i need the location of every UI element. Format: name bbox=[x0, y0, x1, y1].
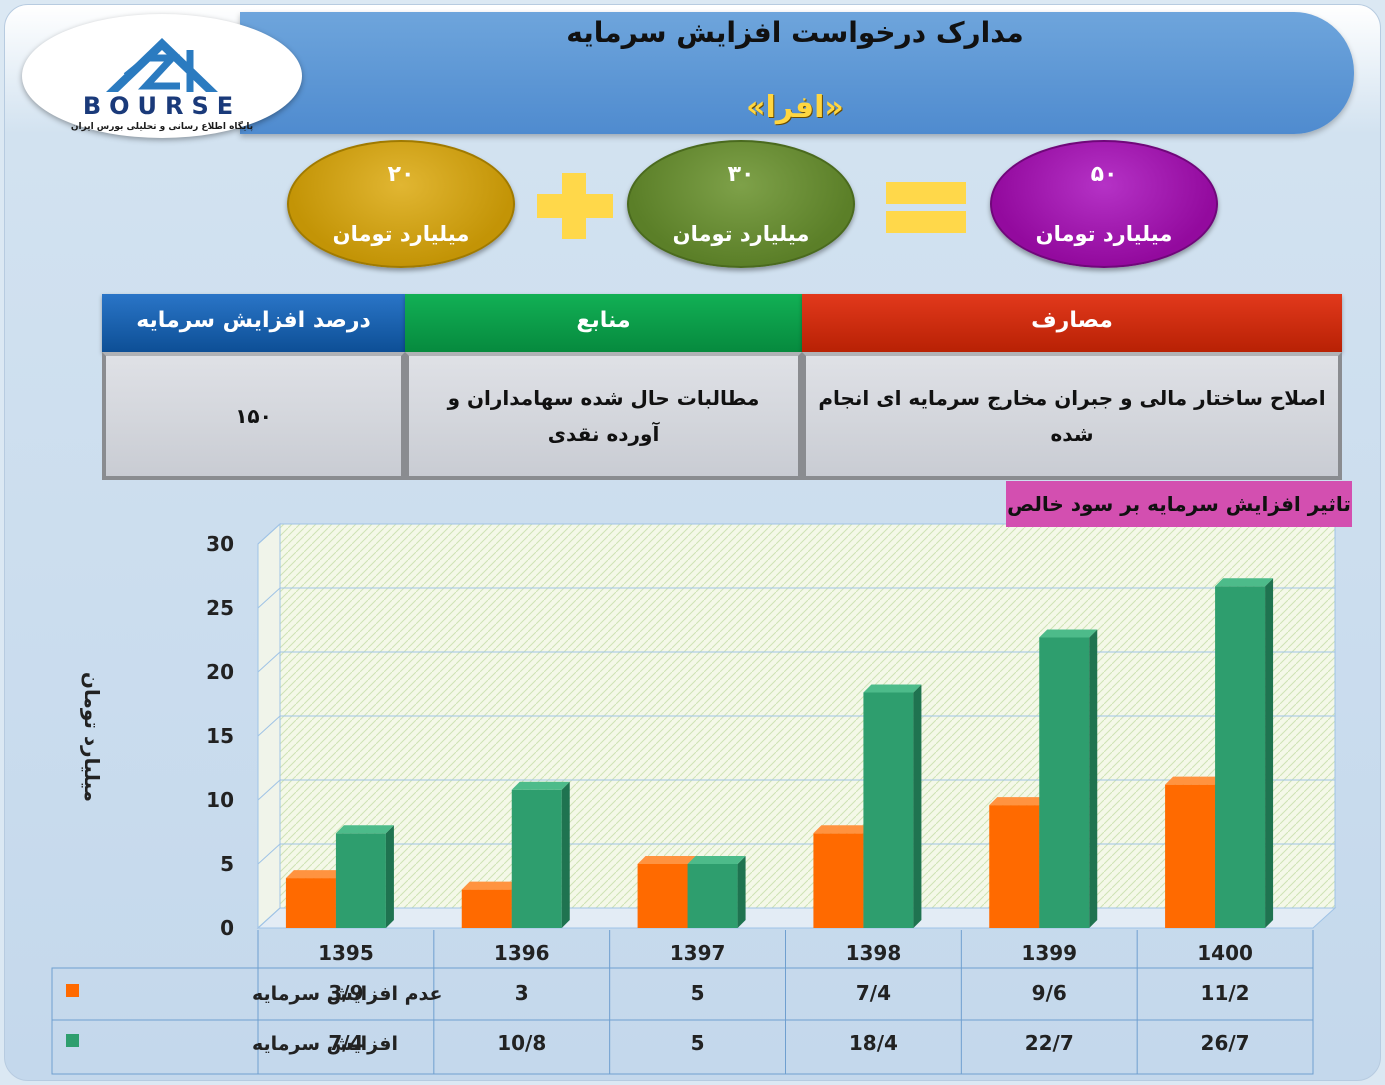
equation-middle-amount: ۳۰ bbox=[727, 162, 755, 187]
data-label: 5 bbox=[691, 1031, 705, 1055]
bar-increase bbox=[1039, 637, 1090, 928]
bar-increase bbox=[687, 864, 738, 928]
bar-increase bbox=[1215, 586, 1266, 928]
bar-side bbox=[1089, 629, 1098, 928]
plus-icon-bar bbox=[537, 194, 613, 218]
page-title: مدارک درخواست افزایش سرمایه bbox=[566, 16, 1024, 49]
bourse24-logo: BOURSE پایگاه اطلاع رسانی و تحلیلی بورس … bbox=[22, 14, 302, 138]
gridline-side bbox=[257, 843, 281, 865]
logo-wordmark: BOURSE bbox=[82, 92, 242, 120]
x-tick-label: 1396 bbox=[494, 941, 550, 965]
bar-top bbox=[335, 825, 394, 834]
equation-left-amount: ۲۰ bbox=[387, 162, 415, 187]
bar-top bbox=[1039, 629, 1098, 638]
y-tick-label: 30 bbox=[206, 532, 234, 556]
bar-increase bbox=[863, 692, 914, 928]
data-table-frame bbox=[51, 967, 1314, 1075]
legend-label: افزایش سرمایه bbox=[252, 1033, 398, 1055]
cell-uses: اصلاح ساختار مالی و جبران مخارج سرمایه ا… bbox=[802, 352, 1342, 480]
header-uses: مصارف bbox=[802, 294, 1342, 352]
legend-label: عدم افزایش سرمایه bbox=[252, 983, 442, 1005]
data-label: 3 bbox=[515, 981, 529, 1005]
data-label: 18/4 bbox=[849, 1031, 898, 1055]
equation-left-unit: میلیارد تومان bbox=[332, 222, 470, 246]
bar-no-increase bbox=[637, 864, 688, 928]
y-tick-label: 5 bbox=[220, 852, 234, 876]
gridline-side bbox=[257, 779, 281, 801]
data-label: 22/7 bbox=[1025, 1031, 1074, 1055]
bar-top bbox=[863, 684, 922, 693]
bar-no-increase bbox=[285, 878, 336, 928]
bar-side bbox=[737, 856, 746, 928]
equation-right-ellipse: ۵۰ میلیارد تومان bbox=[990, 140, 1218, 268]
bar-no-increase bbox=[1165, 784, 1216, 928]
data-label: 10/8 bbox=[497, 1031, 546, 1055]
y-tick-label: 20 bbox=[206, 660, 234, 684]
bar-increase bbox=[511, 789, 562, 928]
equation-right-unit: میلیارد تومان bbox=[1035, 222, 1173, 246]
data-label: 26/7 bbox=[1201, 1031, 1250, 1055]
y-tick-label: 10 bbox=[206, 788, 234, 812]
bar-top bbox=[813, 825, 872, 834]
x-tick-label: 1400 bbox=[1197, 941, 1253, 965]
bar-top bbox=[1165, 776, 1224, 785]
bar-side bbox=[1265, 578, 1274, 928]
y-tick-label: 25 bbox=[206, 596, 234, 620]
gridline-side bbox=[257, 651, 281, 673]
bar-top bbox=[285, 870, 344, 879]
bar-top bbox=[989, 797, 1048, 806]
bar-no-increase bbox=[813, 833, 864, 928]
y-tick-label: 15 bbox=[206, 724, 234, 748]
bar-side bbox=[385, 825, 394, 928]
header-band bbox=[240, 12, 1354, 134]
bar-no-increase bbox=[461, 889, 512, 928]
x-tick-label: 1399 bbox=[1021, 941, 1077, 965]
header-percent: درصد افزایش سرمایه bbox=[102, 294, 405, 352]
company-name: «افرا» bbox=[746, 90, 844, 125]
gridline-side bbox=[257, 907, 281, 929]
data-label: 11/2 bbox=[1201, 981, 1250, 1005]
bar-top bbox=[1215, 578, 1274, 587]
y-axis-label: میلیارد تومان bbox=[80, 671, 104, 803]
data-label: 7/4 bbox=[328, 1031, 363, 1055]
cell-sources: مطالبات حال شده سهامداران و آورده نقدی bbox=[405, 352, 802, 480]
equals-icon-bar bbox=[886, 211, 966, 233]
data-label: 7/4 bbox=[856, 981, 891, 1005]
legend-swatch bbox=[66, 984, 79, 997]
data-label: 9/6 bbox=[1032, 981, 1067, 1005]
chart-title: تاثیر افزایش سرمایه بر سود خالص bbox=[1006, 481, 1352, 527]
equals-icon bbox=[886, 182, 966, 204]
gridline-side bbox=[257, 523, 281, 545]
data-label: 5 bbox=[691, 981, 705, 1005]
bar-top bbox=[511, 781, 570, 790]
equation-middle-unit: میلیارد تومان bbox=[672, 222, 810, 246]
logo-tagline: پایگاه اطلاع رسانی و تحلیلی بورس ایران bbox=[70, 122, 254, 132]
bar-top bbox=[461, 881, 520, 890]
x-tick-label: 1397 bbox=[670, 941, 726, 965]
gridline-side bbox=[257, 587, 281, 609]
data-label: 3/9 bbox=[328, 981, 363, 1005]
equation-middle-ellipse: ۳۰ میلیارد تومان bbox=[627, 140, 855, 268]
bar-no-increase bbox=[989, 805, 1040, 928]
equation-right-amount: ۵۰ bbox=[1090, 162, 1118, 187]
bar-side bbox=[561, 781, 570, 928]
bar-side bbox=[913, 684, 922, 928]
bar-top bbox=[637, 856, 696, 864]
legend-swatch bbox=[66, 1034, 79, 1047]
logo-mark-icon bbox=[106, 38, 218, 92]
header-sources: منابع bbox=[405, 294, 802, 352]
x-tick-label: 1398 bbox=[846, 941, 902, 965]
y-tick-label: 0 bbox=[220, 916, 234, 940]
bar-increase bbox=[335, 833, 386, 928]
bar-top bbox=[687, 856, 746, 864]
equation-left-ellipse: ۲۰ میلیارد تومان bbox=[287, 140, 515, 268]
gridline-side bbox=[257, 715, 281, 737]
x-tick-label: 1395 bbox=[318, 941, 374, 965]
cell-percent: ۱۵۰ bbox=[102, 352, 405, 480]
